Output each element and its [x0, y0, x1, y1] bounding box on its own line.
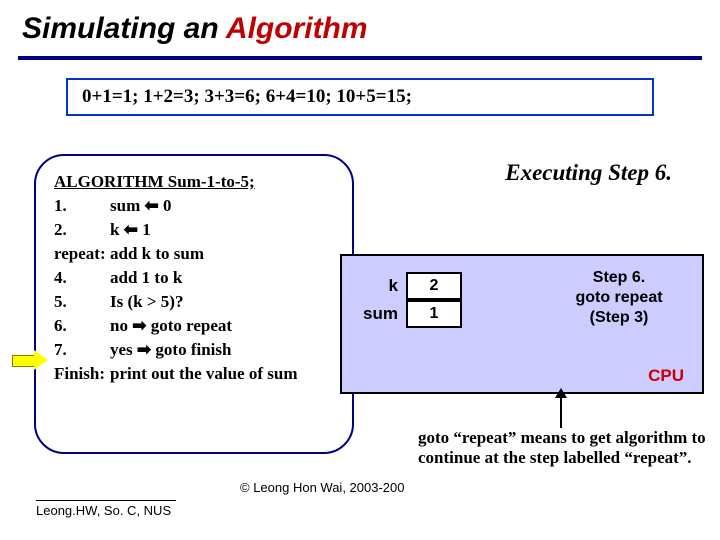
title-underline	[18, 56, 702, 60]
var-label-k: k	[362, 272, 406, 300]
var-row-sum: sum 1	[362, 300, 462, 328]
executing-step-title: Executing Step 6.	[505, 160, 672, 186]
title-part1: Simulating an	[22, 12, 226, 45]
algo-line-1: 1.sum ⬅ 0	[54, 195, 334, 218]
cpu-arrow-icon	[560, 396, 562, 428]
algo-line-5: 5.Is (k > 5)?	[54, 291, 334, 314]
algo-header: ALGORITHM Sum-1-to-5;	[54, 171, 334, 194]
var-value-sum: 1	[406, 300, 462, 328]
additions-box: 0+1=1; 1+2=3; 3+3=6; 6+4=10; 10+5=15;	[66, 78, 654, 116]
current-step-arrow-icon	[12, 351, 48, 369]
algo-line-6: 6. no ➡ goto repeat	[54, 315, 334, 338]
step-hint-line1: Step 6.	[554, 268, 684, 288]
step-hint: Step 6. goto repeat (Step 3)	[554, 268, 684, 328]
algo-line-7: 7. yes ➡ goto finish	[54, 339, 334, 362]
footer-credit: Leong.HW, So. C, NUS	[36, 500, 176, 518]
copyright: © Leong Hon Wai, 2003-200	[240, 480, 404, 495]
algo-line-2: 2.k ⬅ 1	[54, 219, 334, 242]
var-value-k: 2	[406, 272, 462, 300]
cpu-label: CPU	[648, 366, 684, 386]
cpu-box: k 2 sum 1 Step 6. goto repeat (Step 3) C…	[340, 254, 704, 394]
title-part2: Algorithm	[226, 12, 368, 45]
algorithm-box: ALGORITHM Sum-1-to-5; 1.sum ⬅ 0 2.k ⬅ 1 …	[34, 154, 354, 454]
var-row-k: k 2	[362, 272, 462, 300]
algo-line-finish: Finish:print out the value of sum	[54, 363, 334, 386]
step-hint-line3: (Step 3)	[554, 308, 684, 328]
algo-line-4: 4.add 1 to k	[54, 267, 334, 290]
algo-line-repeat: repeat:add k to sum	[54, 243, 334, 266]
slide-title: Simulating an Algorithm	[0, 0, 720, 52]
goto-note: goto “repeat” means to get algorithm to …	[418, 428, 708, 469]
var-label-sum: sum	[362, 300, 406, 328]
step-hint-line2: goto repeat	[554, 288, 684, 308]
variable-table: k 2 sum 1	[362, 272, 462, 328]
